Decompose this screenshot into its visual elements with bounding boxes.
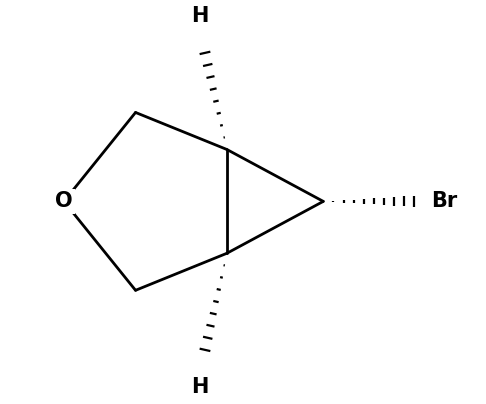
Text: H: H: [191, 377, 208, 397]
Text: H: H: [191, 6, 208, 26]
Text: Br: Br: [431, 191, 457, 211]
Text: O: O: [55, 191, 73, 211]
